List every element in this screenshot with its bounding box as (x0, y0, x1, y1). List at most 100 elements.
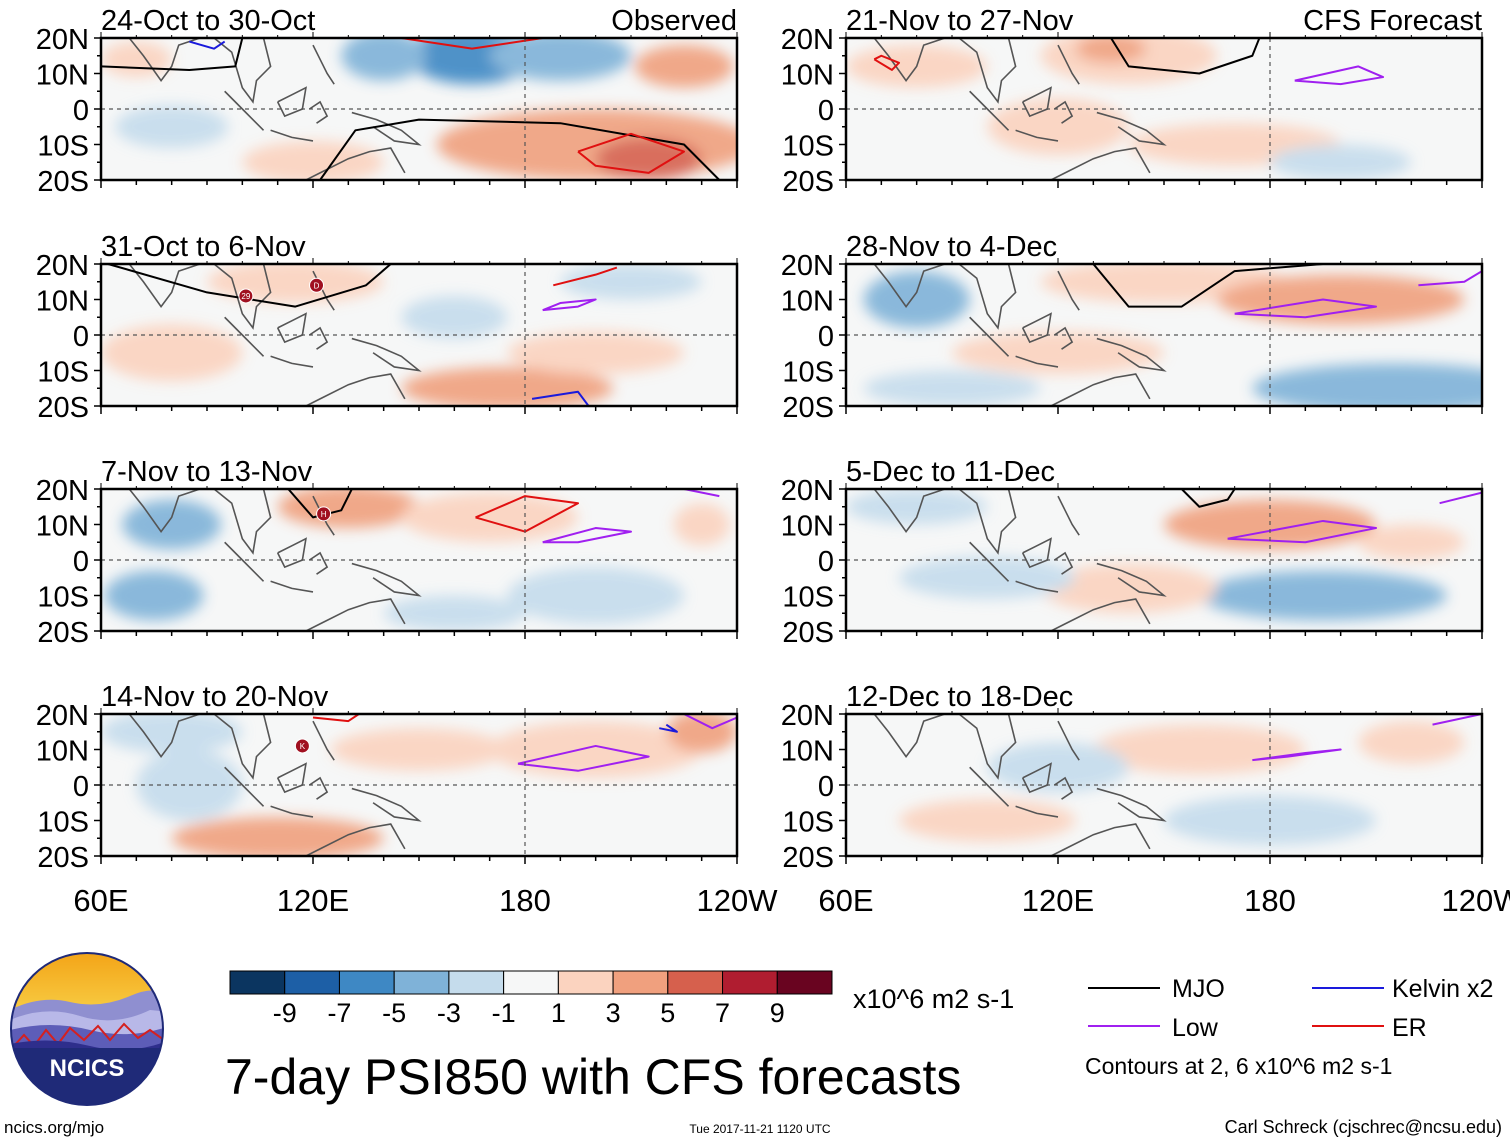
contour-line (107, 264, 392, 308)
anomaly-blob (489, 721, 702, 778)
anomaly-blob (1358, 721, 1465, 764)
contour-line (1418, 270, 1482, 287)
coastline (1057, 44, 1080, 85)
x-tick-label: 60E (818, 883, 873, 918)
coastline (270, 355, 314, 368)
contour-line (553, 266, 618, 287)
contour-line (577, 132, 685, 174)
anomaly-blob (1252, 363, 1482, 406)
anomaly-blob (560, 264, 702, 300)
coastline (276, 537, 307, 569)
y-tick-label: 20S (782, 166, 834, 198)
logo-text: NCICS (50, 1055, 125, 1082)
coastline (1096, 111, 1167, 146)
coastline (304, 147, 406, 180)
y-tick-label: 10S (782, 582, 834, 614)
coastline (1054, 326, 1074, 350)
coastline (351, 337, 422, 372)
coastline (213, 38, 272, 104)
anomaly-blob (1040, 563, 1217, 614)
coastline (213, 714, 272, 780)
contour-line (1234, 298, 1377, 319)
coastline (351, 787, 422, 822)
x-tick-label: 180 (499, 883, 551, 918)
coastline (958, 489, 1017, 555)
panel-period-title: 28-Nov to 4-Dec (846, 231, 1057, 263)
coastline (969, 541, 1010, 582)
coastline (312, 720, 335, 761)
y-tick-label: 20N (36, 700, 89, 732)
anomaly-blob (401, 492, 578, 543)
legend-label-kelvin: Kelvin x2 (1392, 975, 1493, 1003)
coastline (1054, 776, 1074, 800)
coastline (1049, 373, 1151, 406)
y-tick-label: 0 (818, 546, 834, 578)
colorbar-tick-label: -7 (327, 998, 351, 1028)
coastline (1057, 495, 1080, 536)
contour-line (531, 390, 590, 406)
y-tick-label: 10S (782, 131, 834, 163)
colorbar-swatch (776, 970, 833, 995)
x-tick-label: 120E (277, 883, 349, 918)
panel-period-title: 5-Dec to 11-Dec (846, 456, 1055, 488)
contour-line (1227, 519, 1377, 544)
storm-marker (309, 277, 325, 293)
legend-label-mjo: MJO (1172, 975, 1225, 1003)
contour-note: Contours at 2, 6 x10^6 m2 s-1 (1085, 1053, 1392, 1079)
x-tick-label: 60E (73, 883, 128, 918)
colorbar-tick-label: 5 (660, 998, 675, 1028)
anomaly-blob (171, 816, 384, 856)
colorbar-swatch (229, 970, 286, 995)
storm-marker (316, 506, 332, 522)
y-tick-label: 20S (782, 392, 834, 424)
colorbar-swatch (612, 970, 669, 995)
y-tick-label: 10S (782, 807, 834, 839)
y-tick-label: 10S (37, 357, 89, 389)
anomaly-field (104, 489, 730, 631)
colorbar-tick-label: -5 (382, 998, 406, 1028)
contour-line (319, 118, 721, 180)
colorbar-swatch (284, 970, 340, 995)
colorbar-swatch (448, 970, 505, 995)
coastline (270, 580, 314, 593)
colorbar-tick-label: 1 (551, 998, 566, 1028)
coastline (1021, 537, 1052, 569)
x-axis-labels: 60E 120E 180 120W 60E 120E 180 120W (73, 883, 1510, 918)
y-tick-label: 10N (36, 511, 89, 543)
coastline (304, 373, 406, 406)
y-tick-label: 20S (37, 617, 89, 649)
coastline (958, 264, 1017, 330)
contour-line (189, 40, 226, 50)
coastline (309, 551, 329, 575)
anomaly-blob (1199, 570, 1447, 621)
panel-period-title: 12-Dec to 18-Dec (846, 681, 1073, 713)
y-tick-label: 20S (37, 842, 89, 874)
column-label: Observed (611, 5, 737, 37)
contour-line (312, 714, 360, 723)
coastline (309, 100, 329, 124)
anomaly-blob (115, 105, 229, 149)
y-tick-label: 0 (73, 546, 89, 578)
storm-marker-label: D (314, 281, 320, 290)
y-tick-label: 10N (781, 60, 834, 92)
footer-credit: Carl Schreck (cjschrec@ncsu.edu) (1225, 1117, 1502, 1137)
y-tick-label: 0 (818, 771, 834, 803)
y-tick-label: 20N (781, 475, 834, 507)
anomaly-blob (987, 98, 1129, 156)
anomaly-field (846, 489, 1465, 621)
coastline (309, 326, 329, 350)
panel-period-title: 24-Oct to 30-Oct (101, 5, 315, 37)
anomaly-blob (401, 366, 614, 406)
anomaly-blob (1217, 274, 1465, 325)
anomaly-blob (899, 799, 1076, 842)
coastline (128, 714, 201, 758)
y-tick-label: 10N (36, 736, 89, 768)
anomaly-blob (1075, 38, 1147, 63)
coastline (1049, 598, 1151, 631)
y-tick-label: 0 (73, 321, 89, 353)
footer-url: ncics.org/mjo (4, 1118, 104, 1137)
panel-period-title: 14-Nov to 20-Nov (101, 681, 329, 713)
